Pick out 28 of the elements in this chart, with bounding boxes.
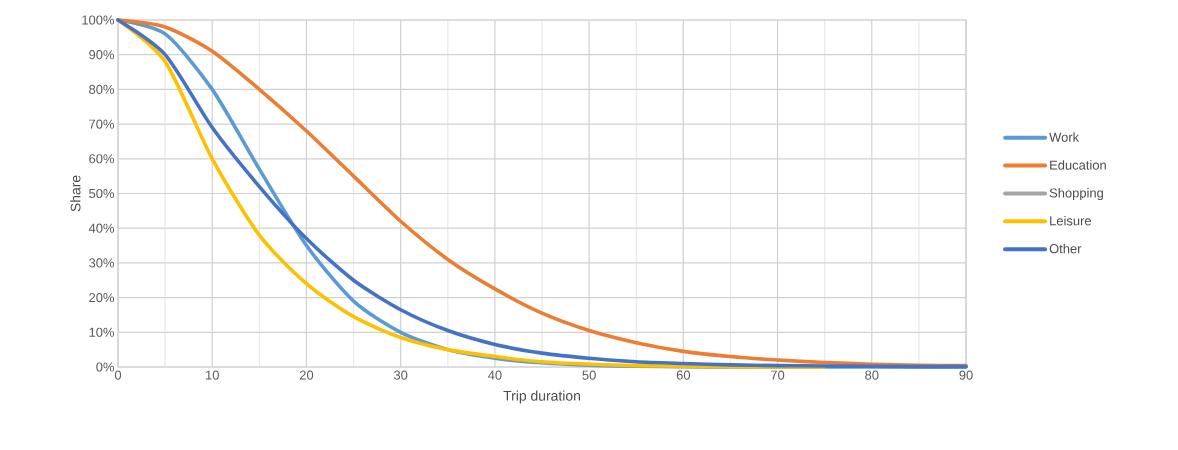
y-tick-label: 20% — [89, 293, 115, 303]
y-tick-label: 30% — [89, 258, 115, 268]
y-tick-label: 70% — [89, 119, 115, 129]
legend-label: Work — [1049, 132, 1080, 142]
legend-label: Shopping — [1049, 188, 1103, 201]
x-tick-label: 70 — [771, 370, 785, 380]
legend-label: Education — [1050, 160, 1106, 170]
x-tick-label: 60 — [676, 370, 691, 380]
x-tick-label: 40 — [487, 370, 502, 380]
x-tick-label: 0 — [114, 370, 122, 380]
x-tick-label: 50 — [582, 370, 596, 380]
legend-label: Other — [1049, 243, 1082, 254]
y-tick-label: 100% — [82, 15, 115, 25]
y-tick-label: 10% — [89, 327, 115, 337]
x-axis-title: Trip duration — [503, 390, 580, 404]
y-axis-title: Share — [70, 175, 81, 212]
x-tick-label: 30 — [393, 370, 408, 380]
x-tick-label: 80 — [865, 370, 879, 380]
y-tick-label: 0% — [96, 362, 115, 372]
x-tick-label: 20 — [299, 370, 314, 380]
y-tick-label: 40% — [88, 223, 115, 233]
x-tick-label: 90 — [959, 370, 973, 380]
x-tick-label: 10 — [206, 370, 219, 380]
y-tick-label: 80% — [89, 84, 115, 94]
y-tick-label: 90% — [89, 50, 115, 60]
legend-label: Leisure — [1050, 215, 1091, 226]
y-tick-label: 50% — [89, 188, 115, 199]
y-tick-label: 60% — [89, 154, 115, 164]
